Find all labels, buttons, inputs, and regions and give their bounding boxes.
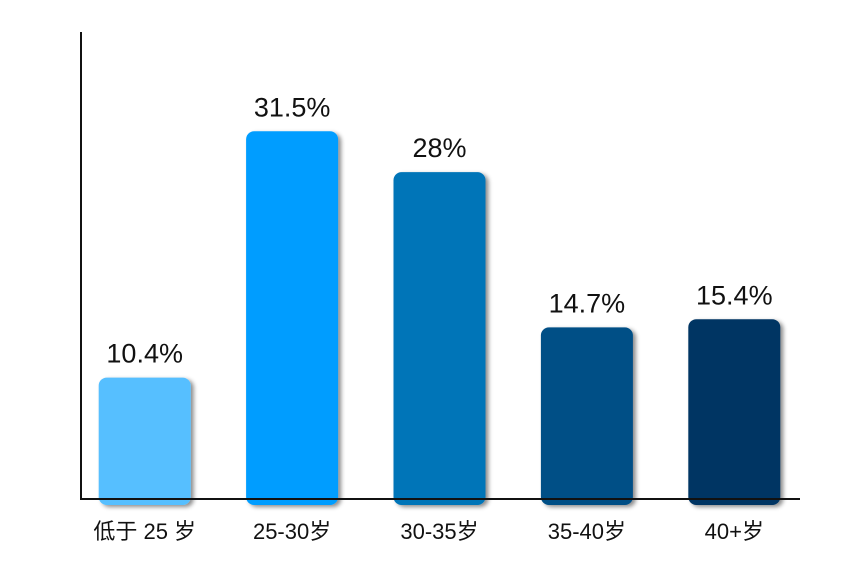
bar xyxy=(246,131,339,506)
bar xyxy=(98,377,191,505)
x-tick-label: 35-40岁 xyxy=(548,519,626,544)
bar xyxy=(688,319,781,505)
x-tick-label: 30-35岁 xyxy=(400,519,478,544)
value-label: 28% xyxy=(412,133,466,163)
x-tick-label: 25-30岁 xyxy=(253,519,331,544)
x-tick-label: 低于 25 岁 xyxy=(93,519,196,544)
bar xyxy=(540,327,633,505)
bar xyxy=(393,172,486,505)
value-label: 15.4% xyxy=(696,280,773,310)
value-label: 10.4% xyxy=(106,339,183,369)
x-tick-label: 40+岁 xyxy=(705,519,764,544)
value-label: 31.5% xyxy=(254,92,331,122)
value-label: 14.7% xyxy=(549,289,626,319)
bars: 10.4% 31.5% 28% 14.7% 15.4% xyxy=(98,92,781,506)
